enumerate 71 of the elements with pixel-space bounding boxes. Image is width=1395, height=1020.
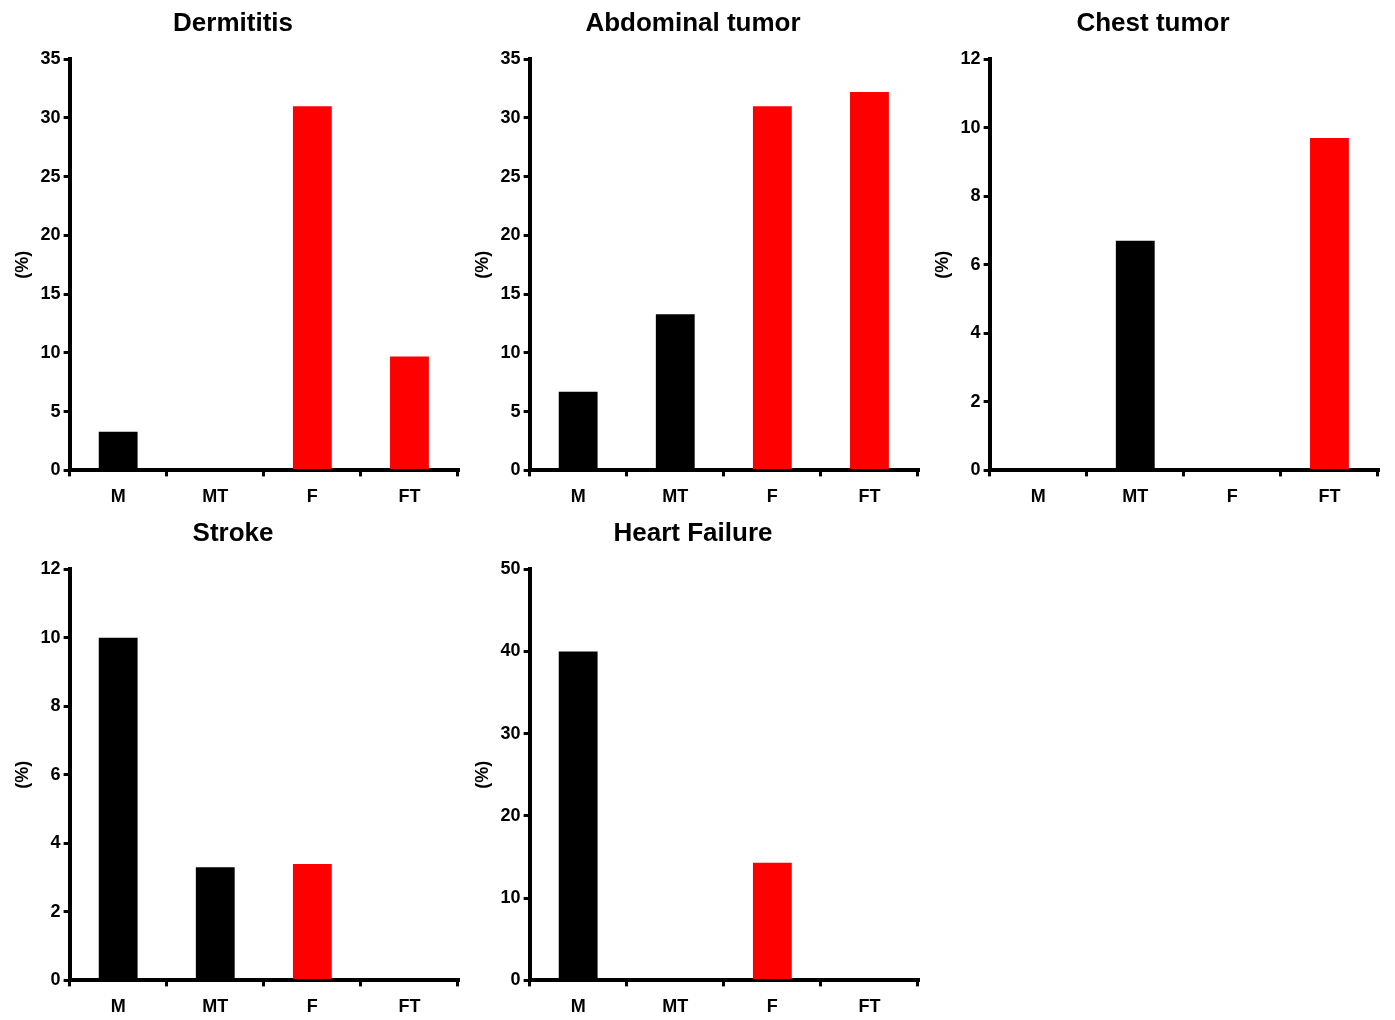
y-tick-label: 10: [40, 626, 61, 647]
y-tick-label: 0: [970, 459, 981, 480]
y-tick-label: 12: [40, 558, 61, 579]
y-tick-label: 6: [50, 763, 61, 784]
y-tick-label: 30: [40, 106, 61, 127]
y-tick-label: 0: [510, 969, 521, 990]
y-tick-label: 15: [40, 283, 61, 304]
y-tick-label: 5: [50, 400, 61, 421]
y-tick-label: 8: [970, 185, 981, 206]
x-tick-label: FT: [398, 996, 421, 1017]
y-tick-label: 10: [960, 116, 981, 137]
x-tick-label: F: [306, 996, 318, 1017]
bar: [850, 92, 889, 469]
y-tick-label: 2: [970, 390, 981, 411]
x-tick-label: F: [766, 996, 778, 1017]
x-tick-label: FT: [1318, 486, 1341, 507]
y-axis-title: (%): [11, 760, 32, 789]
y-axis-title: (%): [471, 760, 492, 789]
x-tick-label: MT: [662, 486, 689, 507]
y-tick-label: 40: [500, 640, 521, 661]
x-tick-label: M: [1030, 486, 1046, 507]
x-tick-label: M: [570, 996, 586, 1017]
y-tick-label: 12: [960, 48, 981, 69]
chart-title: Stroke: [192, 516, 274, 547]
bar: [752, 106, 792, 469]
y-tick-label: 50: [500, 558, 521, 579]
chart-title: Dermititis: [173, 6, 293, 37]
x-tick-label: M: [570, 486, 586, 507]
x-tick-label: F: [766, 486, 778, 507]
x-tick-label: FT: [398, 486, 421, 507]
y-tick-label: 10: [40, 341, 61, 362]
y-axis-title: (%): [11, 250, 32, 279]
x-tick-label: F: [1226, 486, 1238, 507]
y-tick-label: 4: [50, 832, 61, 853]
bar: [292, 106, 332, 469]
x-tick-label: FT: [858, 996, 881, 1017]
y-tick-label: 25: [500, 165, 521, 186]
y-tick-label: 20: [40, 224, 61, 245]
y-tick-label: 30: [500, 106, 521, 127]
y-tick-label: 30: [500, 722, 521, 743]
bar: [292, 863, 332, 979]
x-tick-label: FT: [858, 486, 881, 507]
chart-title: Abdominal tumor: [585, 6, 801, 37]
y-tick-label: 6: [970, 253, 981, 274]
bar: [390, 356, 429, 469]
x-tick-label: MT: [202, 996, 229, 1017]
y-tick-label: 5: [510, 400, 521, 421]
y-tick-label: 0: [510, 459, 521, 480]
y-tick-label: 0: [50, 969, 61, 990]
y-tick-label: 20: [500, 804, 521, 825]
y-tick-label: 0: [50, 459, 61, 480]
x-tick-label: MT: [1122, 486, 1149, 507]
y-tick-label: 4: [970, 322, 981, 343]
x-tick-label: MT: [202, 486, 229, 507]
y-tick-label: 35: [500, 48, 521, 69]
y-axis-title: (%): [931, 250, 952, 279]
y-tick-label: 35: [40, 48, 61, 69]
y-tick-label: 10: [500, 887, 521, 908]
chart-title: Heart Failure: [613, 516, 773, 547]
x-tick-label: M: [110, 486, 126, 507]
y-tick-label: 20: [500, 224, 521, 245]
x-tick-label: F: [306, 486, 318, 507]
y-tick-label: 15: [500, 283, 521, 304]
y-tick-label: 10: [500, 341, 521, 362]
chart-title: Chest tumor: [1076, 6, 1230, 37]
y-tick-label: 8: [50, 695, 61, 716]
x-tick-label: M: [110, 996, 126, 1017]
x-tick-label: MT: [662, 996, 689, 1017]
y-axis-title: (%): [471, 250, 492, 279]
y-tick-label: 25: [40, 165, 61, 186]
y-tick-label: 2: [50, 900, 61, 921]
